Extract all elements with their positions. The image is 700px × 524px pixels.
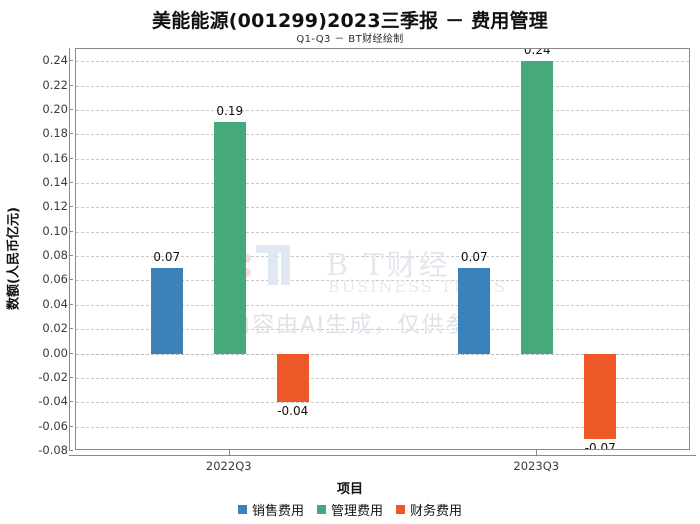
watermark-brand-latin: B T [326,248,387,283]
x-axis-tick-label: 2023Q3 [513,459,560,473]
bar[interactable] [276,353,309,403]
chart-title: 美能能源(001299)2023三季报 － 费用管理 [152,10,548,32]
gridline [76,377,689,379]
gridline [76,61,689,63]
bar[interactable] [521,61,554,354]
gridline [76,280,689,282]
y-axis-tick-mark [69,108,73,110]
gridline [76,402,689,404]
y-axis-tick-label: 0.08 [42,248,68,263]
y-axis-tick-label: -0.04 [38,394,68,409]
y-axis-tick-mark [69,84,73,86]
y-axis-tick-mark [69,157,73,159]
bar-value-label: -0.07 [584,440,616,450]
y-axis-tick-mark [69,279,73,281]
y-axis-tick-label: 0.12 [42,199,68,214]
x-axis-title: 项目 [336,482,363,497]
legend-label: 销售费用 [251,504,304,519]
gridline [76,353,689,355]
bar-value-label: -0.04 [277,404,309,419]
legend: 销售费用 管理费用 财务费用 [0,500,700,519]
legend-label: 管理费用 [330,504,383,519]
y-axis-tick-label: -0.08 [38,443,68,457]
legend-item[interactable]: 销售费用 [237,500,304,519]
plot-area: B T财经 BUSINESS TIMES 内容由AI生成，仅供参考 0.07 0.… [75,48,690,450]
gridline [76,85,689,87]
watermark-brand: B T财经 [326,242,451,284]
bar-value-label: 0.19 [216,104,244,119]
y-axis-tick-label: 0.00 [42,345,68,360]
bar[interactable] [150,268,183,354]
y-axis-tick-mark [69,425,73,427]
y-axis-spine [69,48,70,450]
y-axis-tick-label: 0.10 [42,223,68,238]
y-axis-tick-group: 0.24 0.22 0.20 0.18 0.16 0.14 0.12 0.10 0.08 0.06… [0,48,73,457]
gridline [76,231,689,233]
bar-value-label: 0.07 [460,250,488,265]
y-axis-tick-label: 0.04 [42,296,68,311]
gridline [76,183,689,184]
bar[interactable] [458,268,491,354]
x-axis-tick-mark [536,450,538,455]
bar-value-label: 0.07 [153,250,181,265]
gridline [76,256,689,258]
x-axis-tick-mark [228,450,230,455]
legend-swatch-icon [396,505,405,514]
y-axis-tick-mark [69,376,73,378]
legend-swatch-icon [237,505,247,514]
gridline [76,329,689,331]
bar-value-label: 0.24 [523,48,551,58]
legend-item[interactable]: 管理费用 [316,500,383,519]
y-axis-tick-mark [69,450,73,451]
watermark-ai-notice: 内容由AI生成，仅供参考 [228,313,494,338]
y-axis-tick-label: 0.20 [42,101,68,116]
x-axis-tick-label: 2022Q3 [205,459,252,473]
y-axis-tick-mark [69,328,73,330]
gridline [76,426,689,428]
gridline [76,207,689,209]
bar[interactable] [584,353,617,439]
y-axis-tick-label: 0.18 [42,126,68,141]
y-axis-tick-mark [69,206,73,208]
gridline [76,134,689,136]
y-axis-tick-label: 0.16 [42,150,68,165]
y-axis-tick-label: 0.24 [42,53,68,68]
legend-item[interactable]: 财务费用 [396,500,462,519]
y-axis-tick-mark [69,352,73,354]
gridline [76,109,689,111]
logo-t-shape [256,245,290,285]
y-axis-tick-mark [69,182,73,183]
chart-subtitle: Q1-Q3 － BT财经绘制 [296,34,404,45]
gridline [76,158,689,160]
y-axis-tick-label: -0.06 [38,418,68,433]
y-axis-tick-label: 0.22 [42,77,68,92]
gridline [76,304,689,306]
bar[interactable] [213,122,246,354]
y-axis-tick-mark [69,303,73,305]
legend-label: 财务费用 [410,504,463,519]
y-axis-tick-mark [69,401,73,403]
y-axis-tick-label: -0.02 [38,369,68,384]
legend-swatch-icon [316,505,326,514]
x-axis-spine [69,455,696,456]
y-axis-tick-mark [69,60,73,62]
y-axis-tick-label: 0.14 [42,175,68,189]
y-axis-tick-mark [69,255,73,257]
y-axis-tick-label: 0.02 [42,321,68,336]
y-axis-tick-mark [69,133,73,135]
y-axis-tick-label: 0.06 [42,272,68,287]
y-axis-tick-mark [69,230,73,232]
